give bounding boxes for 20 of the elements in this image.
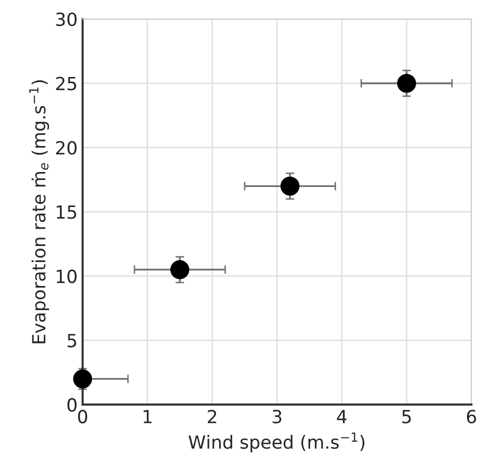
y-tick-label: 0 xyxy=(67,398,77,412)
x-tick-label: 1 xyxy=(144,410,152,424)
point xyxy=(170,260,190,280)
x-axis-title: Wind speed (m.s$^{−1}$) xyxy=(188,432,364,452)
y-axis-title: Evaporation rate ṁ$_{e}$ (mg.s$^{−1}$) xyxy=(29,80,50,344)
x-tick-label: 3 xyxy=(272,410,282,424)
y-tick-label: 30 xyxy=(56,12,77,26)
y-tick-label: 10 xyxy=(56,270,77,284)
x-tick-label: 6 xyxy=(466,410,476,424)
y-tick-label: 25 xyxy=(56,76,76,90)
point xyxy=(280,176,300,196)
x-tick-label: 5 xyxy=(402,410,411,424)
x-tick-label: 0 xyxy=(78,410,88,424)
y-tick-label: 5 xyxy=(68,334,76,348)
point xyxy=(73,369,92,388)
point xyxy=(397,74,416,93)
y-tick-label: 15 xyxy=(56,206,76,219)
y-tick-label: 20 xyxy=(56,141,77,155)
x-tick-label: 2 xyxy=(208,410,216,424)
x-tick-label: 4 xyxy=(336,410,347,424)
